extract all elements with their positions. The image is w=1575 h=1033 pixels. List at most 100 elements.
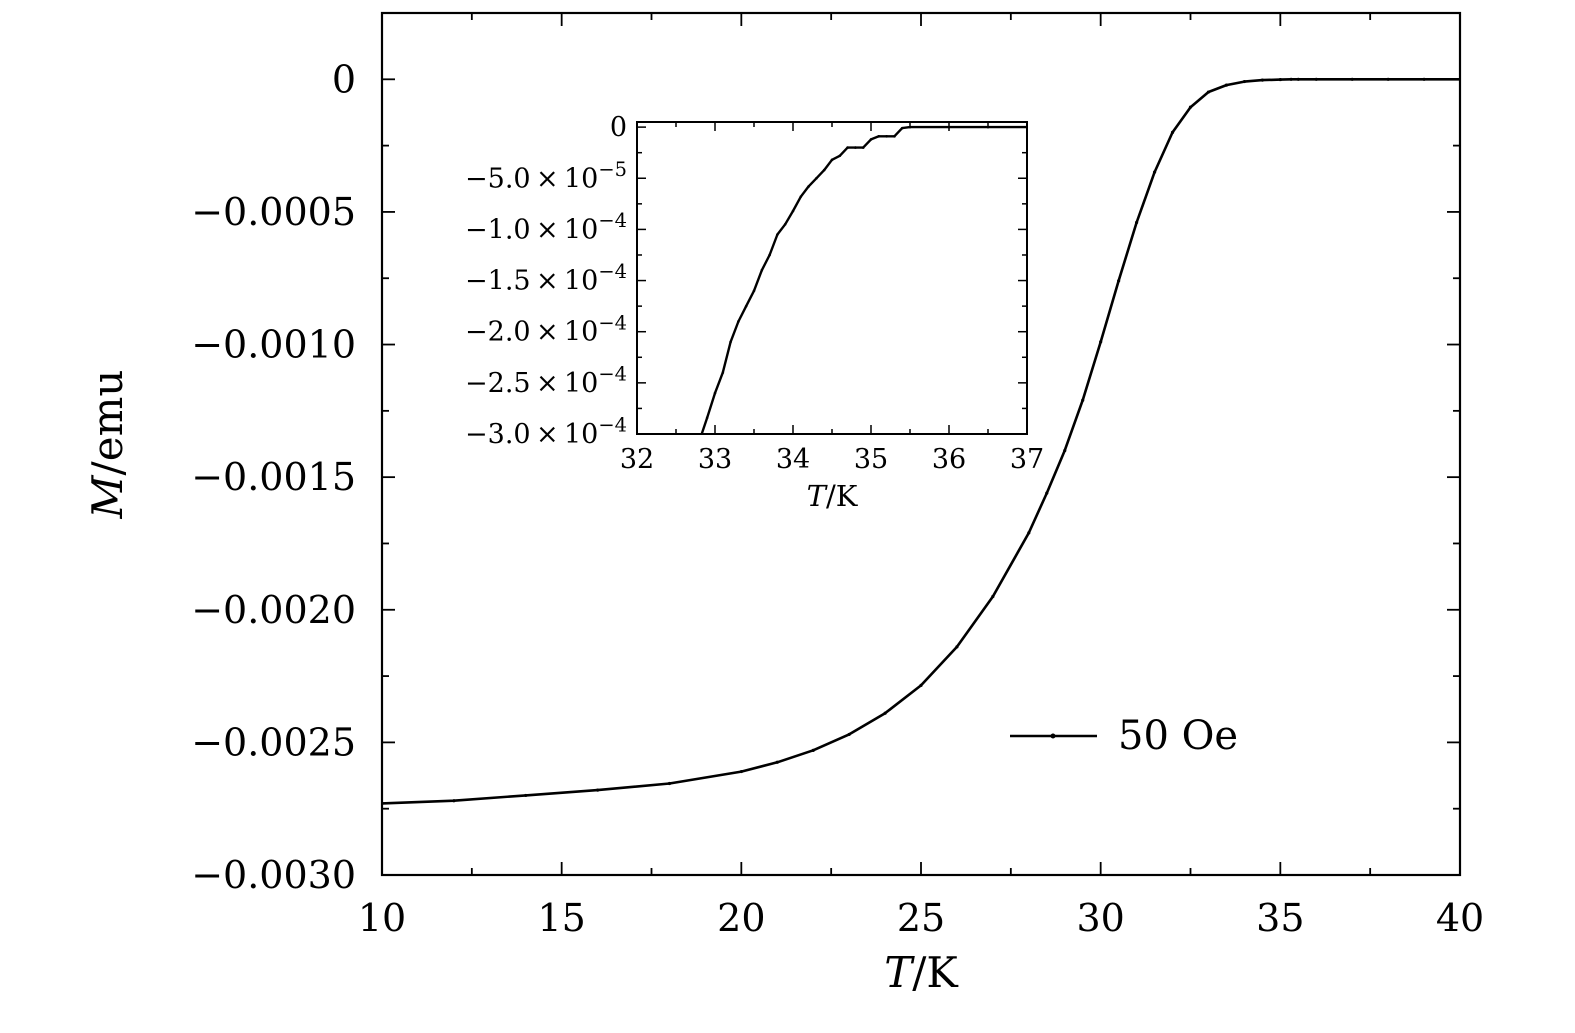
data-point bbox=[947, 125, 951, 129]
data-point bbox=[768, 253, 771, 257]
x-tick-label: 10 bbox=[358, 896, 406, 940]
x-tick-label: 33 bbox=[698, 444, 732, 475]
y-tick-mantissa: −2.0 × 10 bbox=[465, 317, 598, 348]
y-tick-mantissa: −5.0 × 10 bbox=[465, 163, 598, 194]
x-tick-label: 34 bbox=[776, 444, 810, 475]
data-point bbox=[1170, 130, 1175, 134]
inset-plot-x-axis-title-unit: /K bbox=[826, 479, 859, 513]
y-tick-label: −3.0 × 10−4 bbox=[465, 414, 627, 450]
data-point bbox=[815, 176, 818, 180]
data-point bbox=[900, 126, 904, 130]
data-point bbox=[705, 416, 709, 419]
y-tick-label: −0.0005 bbox=[191, 190, 356, 234]
data-point bbox=[760, 269, 764, 272]
data-point bbox=[776, 233, 779, 236]
data-point bbox=[799, 195, 803, 198]
y-tick-label: −0.0015 bbox=[191, 455, 356, 499]
main-plot-x-axis-title-unit: /K bbox=[912, 948, 959, 997]
x-tick-label: 35 bbox=[854, 444, 888, 475]
data-point bbox=[524, 793, 528, 798]
y-tick-label: 0 bbox=[610, 112, 627, 143]
y-tick-mantissa: −2.5 × 10 bbox=[465, 368, 598, 399]
data-point bbox=[596, 788, 600, 792]
data-point bbox=[854, 146, 857, 149]
main-plot: 10 15 20 25 30 35 40 0 −0.0005 −0.0010 −0.0015 −0.0… bbox=[83, 11, 1484, 997]
data-point bbox=[861, 146, 865, 149]
data-point bbox=[877, 135, 881, 138]
data-point bbox=[1025, 125, 1027, 129]
data-point bbox=[838, 154, 842, 158]
x-tick-label: 36 bbox=[932, 444, 966, 475]
data-point bbox=[1135, 220, 1139, 225]
data-point bbox=[1027, 531, 1031, 535]
data-point bbox=[783, 222, 787, 226]
y-tick-label: −1.0 × 10−4 bbox=[465, 209, 627, 245]
data-point bbox=[729, 340, 732, 344]
data-point bbox=[986, 125, 990, 129]
x-tick-label: 37 bbox=[1010, 444, 1044, 475]
data-point bbox=[830, 158, 834, 162]
y-tick-exponent: −4 bbox=[598, 260, 627, 283]
data-point bbox=[893, 135, 896, 138]
y-tick-exponent: −4 bbox=[598, 209, 627, 232]
x-tick-label: 40 bbox=[1436, 896, 1484, 940]
inset-plot: 32 33 34 35 36 370−5.0 × 10−5−1.0 × 10−4−1.5 … bbox=[465, 112, 1044, 513]
data-point bbox=[822, 168, 826, 172]
data-point bbox=[846, 146, 849, 149]
data-point bbox=[811, 748, 815, 752]
data-point bbox=[807, 185, 810, 188]
data-point bbox=[1458, 77, 1460, 81]
x-tick-label: 20 bbox=[717, 896, 765, 940]
legend-marker bbox=[1050, 733, 1056, 739]
data-point bbox=[1278, 77, 1282, 82]
data-point bbox=[1081, 398, 1085, 402]
legend-label: 50 Oe bbox=[1118, 713, 1238, 759]
y-tick-label: −0.0010 bbox=[191, 323, 356, 367]
x-tick-label: 15 bbox=[537, 896, 585, 940]
data-point bbox=[991, 594, 995, 599]
y-tick-mantissa: −3.0 × 10 bbox=[465, 419, 598, 450]
y-tick-label: −2.5 × 10−4 bbox=[465, 363, 627, 399]
data-point bbox=[885, 135, 888, 138]
main-plot-y-axis-title-var: M bbox=[83, 474, 132, 519]
data-point bbox=[713, 391, 717, 395]
data-point bbox=[382, 801, 384, 805]
data-point bbox=[869, 138, 873, 141]
data-point bbox=[1296, 77, 1300, 81]
inset-plot-series-0 bbox=[700, 125, 1027, 434]
y-tick-mantissa: −1.0 × 10 bbox=[465, 214, 598, 245]
y-tick-label: −0.0025 bbox=[191, 720, 356, 764]
data-point bbox=[721, 371, 725, 374]
y-tick-exponent: −5 bbox=[598, 158, 627, 181]
y-tick-label: −2.0 × 10−4 bbox=[465, 311, 627, 347]
data-point bbox=[1152, 170, 1157, 174]
data-point bbox=[919, 683, 923, 687]
data-point bbox=[791, 209, 795, 213]
data-point bbox=[1224, 83, 1229, 87]
data-point bbox=[1314, 77, 1318, 81]
y-tick-label: 0 bbox=[332, 57, 356, 101]
y-tick-exponent: −4 bbox=[598, 363, 627, 386]
y-tick-mantissa: −1.5 × 10 bbox=[465, 266, 598, 297]
data-point bbox=[1188, 105, 1193, 109]
data-point bbox=[847, 732, 851, 737]
x-tick-label: 32 bbox=[620, 444, 654, 475]
data-point bbox=[744, 304, 748, 308]
data-point bbox=[775, 760, 779, 764]
data-point bbox=[883, 711, 887, 715]
x-tick-label: 30 bbox=[1076, 896, 1124, 940]
data-point bbox=[908, 125, 912, 129]
main-plot-x-axis-title: T/K bbox=[884, 948, 959, 997]
data-point bbox=[1099, 340, 1103, 344]
y-tick-label: −0.0020 bbox=[191, 588, 356, 632]
data-point bbox=[1242, 79, 1246, 84]
data-point bbox=[1289, 77, 1293, 81]
y-tick-exponent: −4 bbox=[598, 311, 627, 334]
main-plot-y-axis-title: M/emu bbox=[83, 370, 132, 520]
data-point bbox=[452, 799, 456, 803]
data-point bbox=[1422, 77, 1426, 81]
data-point bbox=[1260, 78, 1264, 82]
data-point bbox=[667, 781, 672, 786]
